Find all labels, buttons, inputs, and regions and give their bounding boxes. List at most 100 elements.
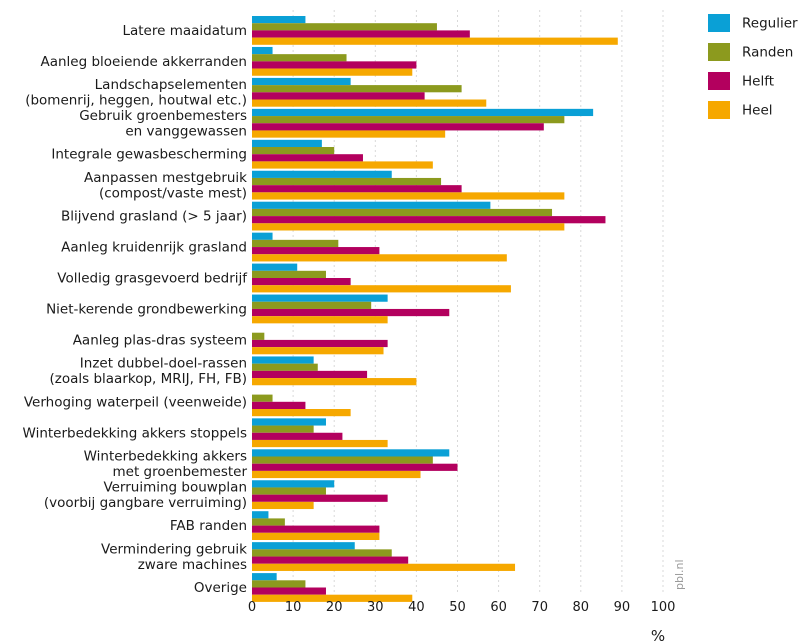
bar-regulier-4 — [252, 139, 322, 147]
bar-helft-18 — [252, 587, 326, 595]
category-label-0: Latere maaidatum — [122, 23, 247, 39]
bar-randen-9 — [252, 301, 372, 309]
bar-regulier-1 — [252, 46, 273, 55]
bar-heel-12 — [252, 409, 351, 417]
bar-heel-16 — [252, 532, 380, 540]
bar-regulier-13 — [252, 418, 326, 426]
category-label-2-line-1: (bomenrij, heggen, houtwal etc.) — [25, 93, 247, 109]
bar-regulier-3 — [252, 108, 594, 117]
legend-label-heel: Heel — [742, 103, 773, 119]
bar-helft-11 — [252, 370, 368, 379]
bar-randen-2 — [252, 85, 462, 93]
bar-heel-3 — [252, 130, 446, 138]
category-label-18: Overige — [194, 580, 247, 596]
category-label-12: Verhoging waterpeil (veenweide) — [24, 394, 247, 410]
bar-randen-17 — [252, 549, 392, 557]
bar-regulier-17 — [252, 542, 355, 550]
bar-regulier-7 — [252, 232, 273, 240]
x-tick-label-30: 30 — [367, 600, 384, 615]
category-label-1: Aanleg bloeiende akkerranden — [40, 54, 247, 70]
bar-regulier-0 — [252, 16, 306, 24]
category-label-15-line-1: (voorbij gangbare verruiming) — [44, 495, 247, 511]
category-label-9: Niet-kerende grondbewerking — [46, 301, 247, 317]
bar-randen-12 — [252, 394, 273, 402]
bar-helft-0 — [252, 30, 470, 38]
bar-heel-9 — [252, 316, 388, 324]
category-labels: Latere maaidatum Aanleg bloeiende akkerra… — [23, 23, 249, 596]
legend-label-randen: Randen — [742, 45, 793, 61]
category-label-14-line-1: met groenbemester — [113, 464, 248, 480]
x-tick-label-90: 90 — [614, 600, 631, 615]
bar-randen-8 — [252, 270, 326, 278]
bar-helft-4 — [252, 154, 363, 162]
bar-randen-6 — [252, 208, 553, 217]
category-label-3-line-0: Gebruik groenbemesters — [79, 108, 247, 124]
category-label-17-line-1: zware machines — [138, 557, 247, 573]
x-tick-label-70: 70 — [531, 600, 548, 615]
source-credit: pbl.nl — [673, 559, 686, 590]
gridlines — [292, 10, 664, 592]
category-label-5-line-0: Aanpassen mestgebruik — [84, 170, 247, 186]
bar-randen-0 — [252, 23, 437, 31]
bar-randen-13 — [252, 425, 314, 433]
category-label-17-line-0: Vermindering gebruik — [101, 541, 247, 557]
x-tick-label-100: 100 — [651, 600, 676, 615]
bar-helft-5 — [252, 185, 462, 193]
legend-swatch-randen — [708, 43, 730, 61]
x-axis-unit-label: % — [651, 627, 665, 643]
bar-heel-2 — [252, 99, 487, 107]
category-label-16: FAB randen — [170, 518, 247, 534]
category-label-5-line-1: (compost/vaste mest) — [99, 185, 247, 201]
bar-helft-14 — [252, 463, 458, 471]
bar-heel-10 — [252, 347, 384, 355]
category-label-13: Winterbedekking akkers stoppels — [23, 425, 247, 441]
bars — [252, 16, 618, 602]
bar-heel-14 — [252, 470, 421, 479]
bar-heel-4 — [252, 161, 433, 169]
legend: Regulier Randen Helft Heel — [708, 14, 798, 119]
legend-swatch-helft — [708, 72, 730, 90]
bar-randen-18 — [252, 580, 306, 588]
legend-label-regulier: Regulier — [742, 16, 798, 32]
bar-randen-3 — [252, 116, 565, 124]
bar-regulier-16 — [252, 511, 269, 519]
x-axis-ticks: 0 10 20 30 40 50 60 70 80 90 100 — [248, 600, 676, 615]
bar-regulier-11 — [252, 356, 314, 364]
bar-helft-17 — [252, 556, 409, 564]
bar-randen-10 — [252, 332, 265, 340]
bar-randen-4 — [252, 147, 335, 155]
x-tick-label-60: 60 — [490, 600, 507, 615]
x-tick-label-80: 80 — [573, 600, 590, 615]
bar-randen-1 — [252, 54, 347, 62]
bar-helft-9 — [252, 308, 450, 317]
bar-heel-17 — [252, 563, 516, 571]
x-tick-label-40: 40 — [408, 600, 425, 615]
bar-regulier-6 — [252, 201, 491, 209]
bar-randen-11 — [252, 363, 318, 371]
bar-heel-13 — [252, 439, 388, 448]
bar-regulier-15 — [252, 480, 335, 488]
category-label-11-line-1: (zoals blaarkop, MRIJ, FH, FB) — [50, 371, 248, 387]
category-label-15-line-0: Verruiming bouwplan — [103, 479, 247, 495]
bar-heel-1 — [252, 68, 413, 76]
bar-helft-16 — [252, 525, 380, 533]
category-label-4: Integrale gewasbescherming — [51, 147, 247, 163]
bar-randen-7 — [252, 239, 339, 248]
bar-helft-1 — [252, 61, 417, 69]
bar-regulier-18 — [252, 573, 277, 581]
bar-regulier-9 — [252, 294, 388, 302]
category-label-14-line-0: Winterbedekking akkers — [84, 448, 247, 464]
bar-heel-11 — [252, 378, 417, 386]
category-label-7: Aanleg kruidenrijk grasland — [61, 240, 247, 256]
bar-randen-15 — [252, 487, 326, 495]
bar-helft-12 — [252, 401, 306, 409]
bar-helft-8 — [252, 278, 351, 286]
bar-randen-14 — [252, 456, 433, 464]
legend-swatch-heel — [708, 101, 730, 119]
x-tick-label-0: 0 — [248, 600, 256, 615]
bar-helft-15 — [252, 494, 388, 502]
category-label-10: Aanleg plas-dras systeem — [73, 332, 247, 348]
bar-heel-15 — [252, 501, 314, 510]
bar-heel-5 — [252, 192, 565, 200]
